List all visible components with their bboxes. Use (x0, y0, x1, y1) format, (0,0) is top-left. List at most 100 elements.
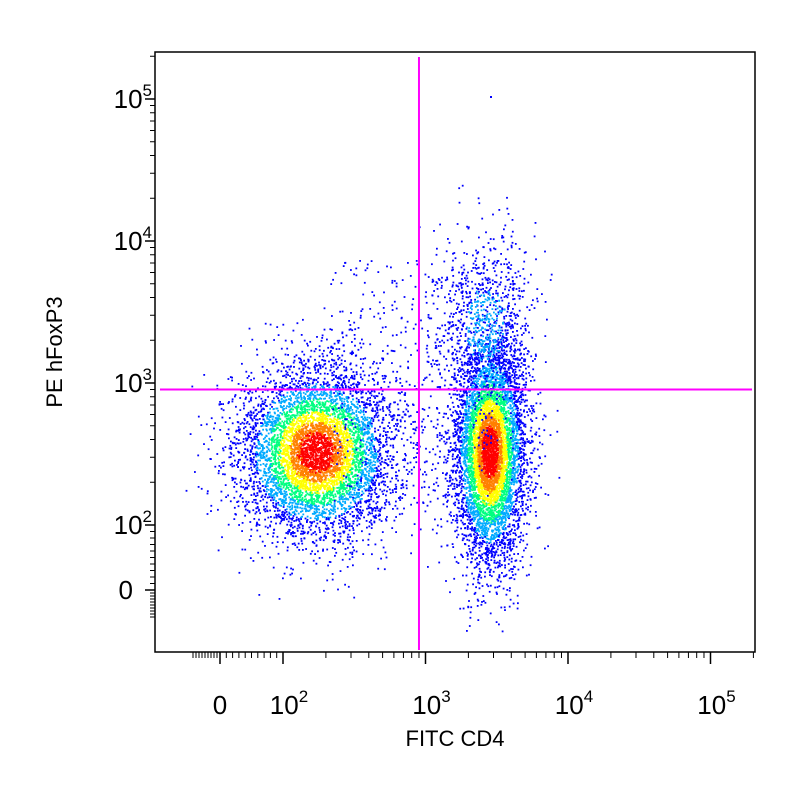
event-dot (289, 463, 292, 466)
event-dot (293, 433, 296, 435)
event-dot (321, 409, 324, 411)
event-dot (300, 405, 303, 408)
event-dot (254, 423, 257, 426)
event-dot (295, 428, 298, 431)
event-dot (265, 505, 268, 508)
event-dot (382, 418, 385, 421)
event-dot (276, 443, 279, 446)
event-dot (317, 514, 320, 517)
event-dot (350, 413, 353, 415)
event-dot (278, 439, 280, 441)
event-dot (323, 349, 325, 352)
event-dot (332, 486, 335, 489)
event-dot (384, 473, 387, 475)
event-dot (280, 406, 282, 408)
event-dot (280, 493, 283, 495)
event-dot (292, 422, 295, 425)
event-dot (310, 431, 312, 434)
event-dot (316, 435, 319, 438)
event-dot (298, 487, 301, 490)
event-dot (310, 394, 312, 397)
event-dot (320, 423, 323, 426)
event-dot (304, 420, 306, 422)
event-dot (290, 513, 293, 516)
event-dot (370, 450, 373, 453)
event-dot (298, 361, 301, 364)
event-dot (416, 452, 419, 454)
event-dot (321, 483, 323, 485)
event-dot (359, 517, 361, 520)
event-dot (377, 441, 380, 444)
event-dot (361, 416, 364, 418)
event-dot (299, 436, 302, 439)
event-dot (279, 485, 282, 488)
event-dot (300, 370, 303, 373)
event-dot (275, 428, 278, 431)
event-dot (256, 447, 259, 449)
event-dot (325, 410, 328, 412)
event-dot (395, 474, 397, 477)
event-dot (313, 520, 316, 523)
event-dot (305, 405, 308, 407)
event-dot (251, 418, 254, 421)
event-dot (341, 517, 344, 520)
event-dot (355, 461, 358, 463)
event-dot (301, 447, 303, 450)
event-dot (361, 530, 363, 533)
event-dot (336, 394, 339, 397)
event-dot (296, 527, 299, 530)
event-dot (311, 521, 313, 524)
event-dot (270, 488, 272, 490)
event-dot (322, 387, 324, 389)
event-dot (369, 420, 372, 423)
event-dot (307, 414, 310, 416)
event-dot (320, 430, 322, 433)
event-dot (246, 509, 249, 512)
event-dot (359, 500, 362, 503)
event-dot (314, 427, 316, 430)
event-dot (316, 485, 318, 487)
event-dot (393, 519, 396, 522)
event-dot (289, 416, 292, 419)
event-dot (351, 540, 354, 543)
event-dot (298, 492, 301, 495)
event-dot (253, 492, 256, 495)
event-dot (301, 473, 304, 476)
event-dot (369, 461, 372, 464)
event-dot (292, 517, 294, 519)
event-dot (368, 467, 371, 470)
event-dot (398, 469, 400, 472)
event-dot (276, 474, 279, 477)
event-dot (295, 451, 297, 454)
event-dot (348, 453, 351, 456)
event-dot (412, 447, 415, 449)
event-dot (297, 490, 300, 493)
event-dot (294, 417, 297, 419)
event-dot (345, 334, 348, 337)
event-dot (228, 401, 230, 403)
event-dot (315, 491, 318, 494)
event-dot (366, 507, 368, 510)
event-dot (377, 367, 380, 370)
event-dot (297, 436, 300, 439)
event-dot (332, 359, 334, 362)
event-dot (388, 421, 391, 424)
event-dot (222, 449, 225, 452)
event-dot (340, 496, 343, 499)
event-dot (375, 466, 378, 469)
event-dot (351, 377, 354, 380)
event-dot (296, 503, 299, 506)
event-dot (291, 341, 294, 344)
event-dot (353, 416, 356, 419)
event-dot (330, 522, 332, 524)
event-dot (274, 475, 277, 477)
event-dot (350, 437, 352, 440)
event-dot (331, 446, 333, 449)
event-dot (352, 498, 354, 501)
event-dot (283, 401, 286, 404)
event-dot (249, 390, 251, 393)
event-dot (316, 518, 319, 521)
event-dot (339, 481, 342, 483)
event-dot (271, 463, 274, 465)
event-dot (299, 449, 302, 452)
